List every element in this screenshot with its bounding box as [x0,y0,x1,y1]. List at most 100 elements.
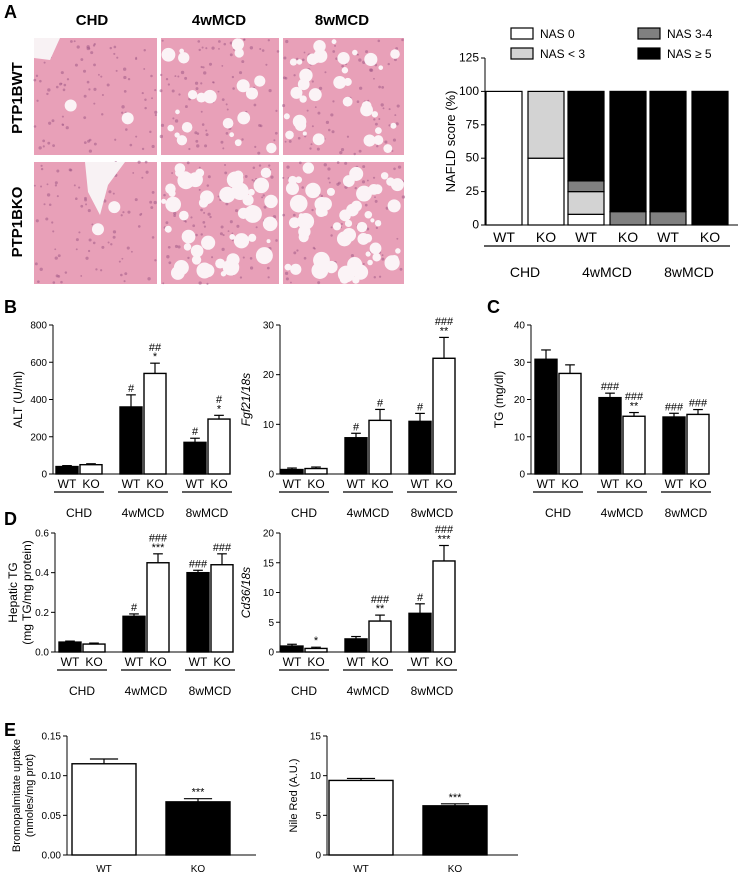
nucleus-dot [263,205,267,209]
nucleus-dot [88,149,92,153]
significance-marker: ### [665,401,684,413]
lipid-vacuole [289,58,298,66]
histology-row-wt: PTP1BWT [9,62,26,134]
nucleus-dot [139,213,142,216]
x-group-label: 8wMCD [189,684,232,698]
nucleus-dot [55,85,59,89]
nucleus-dot [283,56,287,60]
x-group-label: CHD [291,506,317,520]
stacked-bar-segment [609,211,647,226]
nucleus-dot [66,78,70,81]
nucleus-dot [381,254,384,257]
nucleus-dot [377,39,381,43]
nucleus-dot [346,135,350,138]
y-tick-label: 0.4 [35,568,49,579]
nucleus-dot [217,195,220,198]
x-group-label: 4wMCD [601,506,644,520]
x-group-label: 4wMCD [125,684,168,698]
nucleus-dot [259,47,262,51]
lipid-vacuole [229,233,236,240]
nucleus-dot [154,89,157,92]
nucleus-dot [143,49,146,52]
nucleus-dot [201,46,204,49]
lipid-vacuole [164,225,172,233]
nucleus-dot [195,87,199,91]
lipid-vacuole [255,247,273,265]
nucleus-dot [211,81,215,84]
nucleus-dot [393,167,396,171]
nucleus-dot [40,164,43,167]
lipid-vacuole [361,101,372,111]
stacked-bar-segment [691,90,729,226]
lipid-vacuole [175,168,184,178]
lipid-vacuole [313,40,326,53]
x-category-label: WT [353,864,369,875]
nucleus-dot [262,194,265,197]
nucleus-dot [361,180,366,184]
significance-marker: ### [601,381,620,393]
nucleus-dot [327,128,331,132]
nucleus-dot [375,226,379,230]
nucleus-dot [220,140,224,144]
y-tick-label: 20 [263,370,275,381]
nucleus-dot [255,226,258,229]
nucleus-dot [187,256,190,260]
nucleus-dot [92,44,96,47]
lipid-vacuole [342,228,357,242]
nucleus-dot [374,63,378,67]
lipid-vacuole [331,39,337,45]
bar [368,419,392,475]
lipid-vacuole [191,255,202,265]
nucleus-dot [211,46,215,50]
nucleus-dot [223,42,227,46]
nucleus-dot [64,271,68,274]
lipid-vacuole [108,201,121,214]
x-category-label: WT [665,477,684,491]
nucleus-dot [57,254,61,258]
nucleus-dot [365,50,369,54]
nucleus-dot [209,215,212,219]
nucleus-dot [217,90,220,93]
lipid-vacuole [356,221,368,233]
nucleus-dot [171,172,174,175]
nucleus-dot [167,83,170,86]
bar [280,645,304,653]
lipid-vacuole [253,177,270,194]
nucleus-dot [35,74,39,78]
nucleus-dot [200,82,203,85]
bar [686,413,710,475]
nucleus-dot [320,194,324,198]
nucleus-dot [358,149,362,153]
nucleus-dot [106,83,110,87]
significance-marker: # [417,401,424,413]
nucleus-dot [249,257,253,260]
nucleus-dot [144,98,147,102]
nucleus-dot [325,120,330,125]
nucleus-dot [121,257,124,260]
chart-bromopalmitate: 0.00 0.05 0.10 0.15 Bromopalmitate uptake (nm… [11,732,256,875]
x-group-label: 4wMCD [122,506,165,520]
nucleus-dot [275,109,278,112]
lipid-vacuole [233,233,250,249]
bar [143,372,167,475]
nucleus-dot [141,147,145,151]
nucleus-dot [154,259,157,262]
x-category-label: WT [96,864,112,875]
lipid-vacuole [313,251,330,269]
lipid-vacuole [288,175,297,185]
nucleus-dot [373,77,375,80]
x-category-label: KO [625,477,642,491]
significance-marker: ### [689,398,708,410]
nucleus-dot [84,198,87,202]
lipid-vacuole [302,131,307,136]
lipid-vacuole [290,86,303,99]
x-category-label: KO [435,655,452,669]
nucleus-dot [318,86,323,90]
nucleus-dot [68,168,72,172]
nucleus-dot [192,224,196,228]
bar [71,763,137,856]
lipid-vacuole [315,205,327,218]
nucleus-dot [293,251,297,255]
lipid-vacuole [161,47,176,62]
bar [280,468,304,475]
